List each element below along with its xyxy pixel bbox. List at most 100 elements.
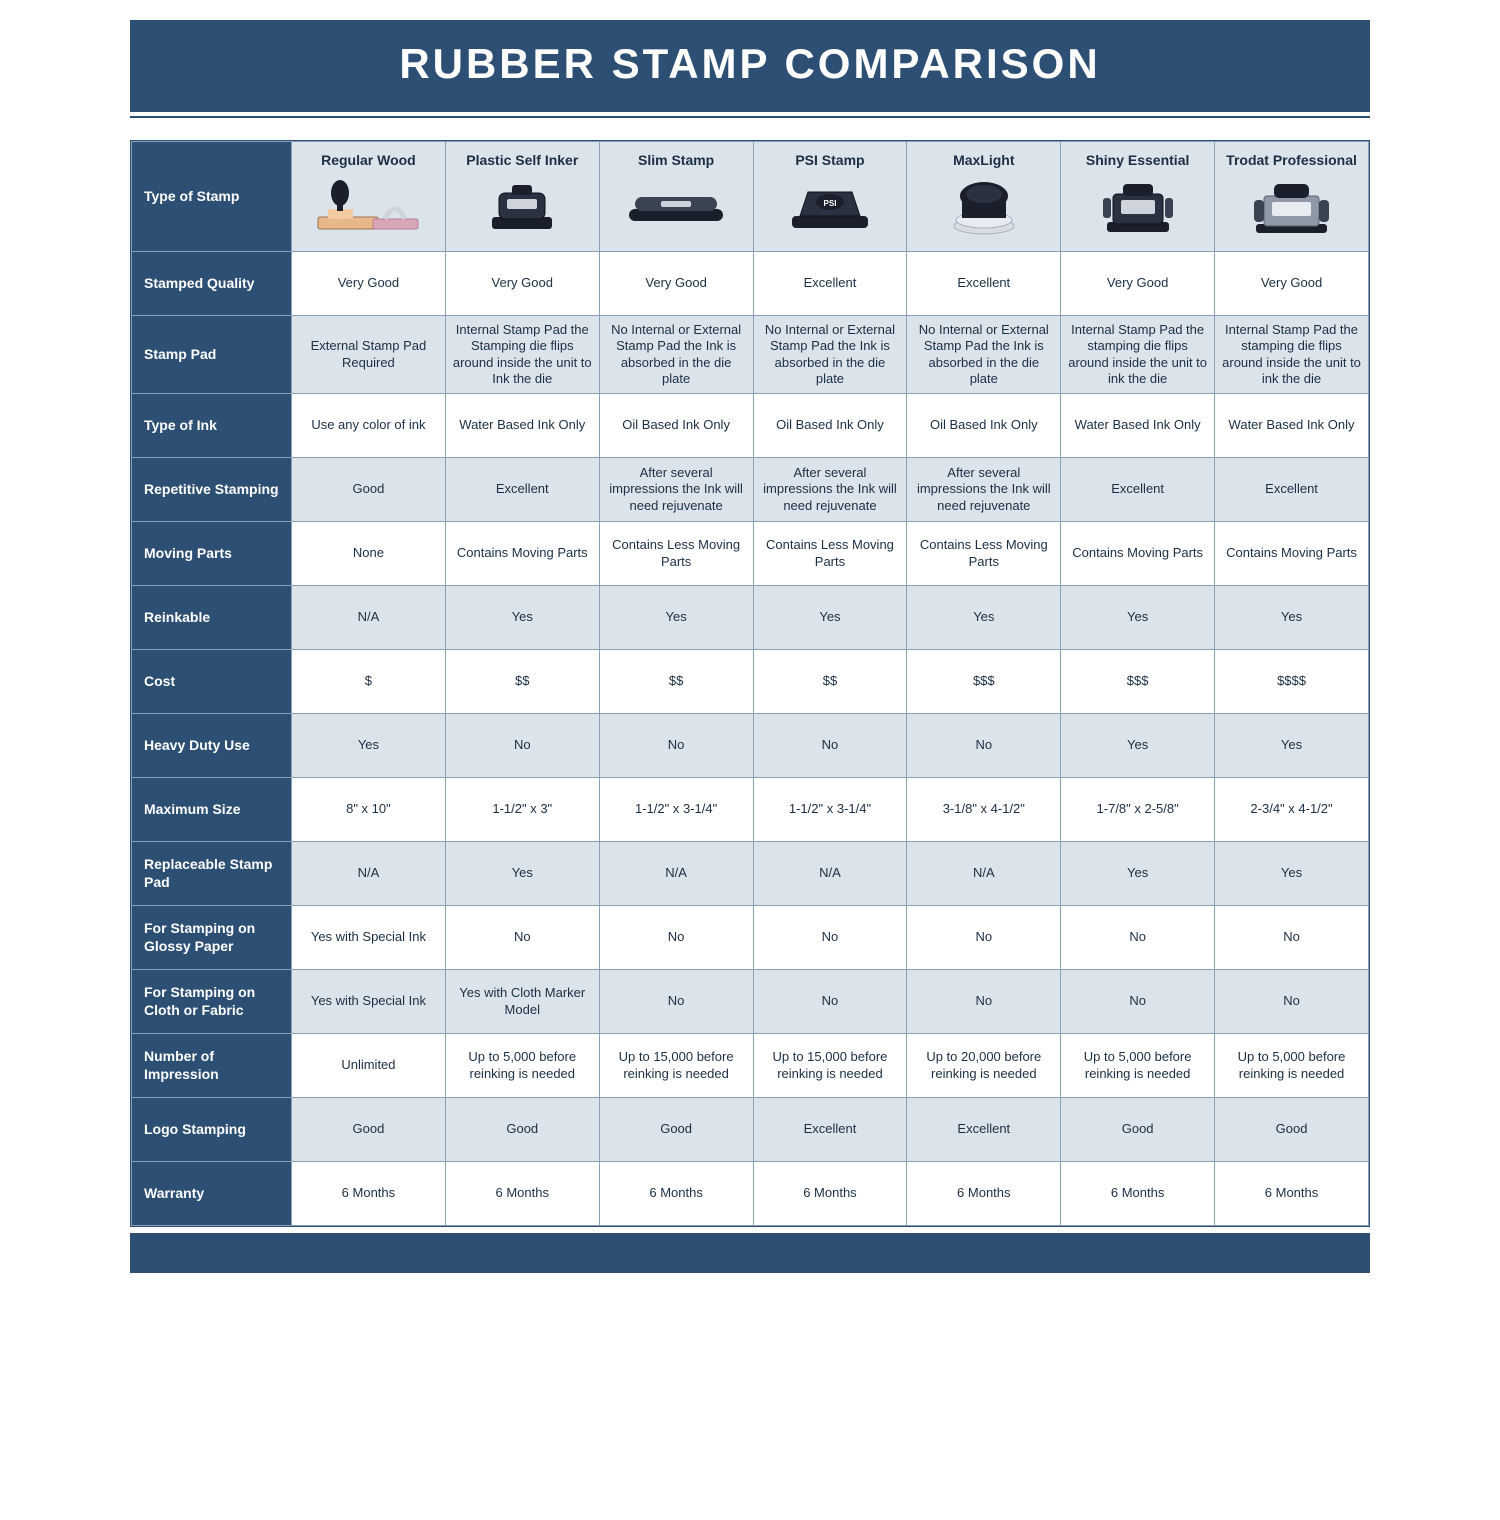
cell: Very Good [1215,252,1369,316]
cell: 1-1/2" x 3" [445,778,599,842]
corner-cell: Type of Stamp [132,142,292,252]
cell: 2-3/4" x 4-1/2" [1215,778,1369,842]
page-title: RUBBER STAMP COMPARISON [130,40,1370,88]
cell: 6 Months [292,1162,446,1226]
cell: Oil Based Ink Only [907,394,1061,458]
cell: None [292,522,446,586]
cell: No Internal or External Stamp Pad the In… [599,316,753,394]
cell: No [1061,906,1215,970]
cell: No [445,714,599,778]
cell: Water Based Ink Only [445,394,599,458]
row-header: Warranty [132,1162,292,1226]
cell: Yes with Special Ink [292,906,446,970]
cell: Up to 15,000 before reinking is needed [753,1034,907,1098]
shiny-essential-icon [1067,178,1208,236]
svg-text:PSI: PSI [824,199,837,208]
cell: Good [292,1098,446,1162]
row-header: For Stamping on Glossy Paper [132,906,292,970]
cell: No [1215,906,1369,970]
cell: 3-1/8" x 4-1/2" [907,778,1061,842]
cell: 8" x 10" [292,778,446,842]
cell: No [445,906,599,970]
cell: $$ [753,650,907,714]
col-label: Regular Wood [321,152,416,168]
cell: Yes [1215,714,1369,778]
cell: Up to 5,000 before reinking is needed [1215,1034,1369,1098]
table-row: Cost$$$$$$$$$$$$$$$$$ [132,650,1369,714]
cell: N/A [907,842,1061,906]
cell: External Stamp Pad Required [292,316,446,394]
table-row: Moving PartsNoneContains Moving PartsCon… [132,522,1369,586]
row-header: Number of Impression [132,1034,292,1098]
cell: Yes [292,714,446,778]
col-label: Slim Stamp [638,152,714,168]
col-label: MaxLight [953,152,1014,168]
cell: No Internal or External Stamp Pad the In… [907,316,1061,394]
cell: 6 Months [1215,1162,1369,1226]
cell: No [753,714,907,778]
cell: No Internal or External Stamp Pad the In… [753,316,907,394]
cell: Good [1215,1098,1369,1162]
table-row: Stamped QualityVery GoodVery GoodVery Go… [132,252,1369,316]
table-row: Heavy Duty UseYesNoNoNoNoYesYes [132,714,1369,778]
cell: $$$$ [1215,650,1369,714]
row-header: Heavy Duty Use [132,714,292,778]
cell: Yes with Special Ink [292,970,446,1034]
row-header: For Stamping on Cloth or Fabric [132,970,292,1034]
row-header: Logo Stamping [132,1098,292,1162]
footer-band [130,1233,1370,1273]
cell: $ [292,650,446,714]
cell: Good [599,1098,753,1162]
cell: $$ [599,650,753,714]
row-header: Stamp Pad [132,316,292,394]
cell: 1-1/2" x 3-1/4" [753,778,907,842]
cell: Very Good [445,252,599,316]
cell: Oil Based Ink Only [753,394,907,458]
row-header: Reinkable [132,586,292,650]
cell: N/A [292,842,446,906]
cell: Very Good [292,252,446,316]
table-row: ReinkableN/AYesYesYesYesYesYes [132,586,1369,650]
cell: Excellent [445,458,599,522]
cell: 6 Months [1061,1162,1215,1226]
cell: Contains Less Moving Parts [907,522,1061,586]
col-label: Trodat Professional [1226,152,1357,168]
cell: Excellent [1215,458,1369,522]
col-label: Plastic Self Inker [466,152,578,168]
cell: After several impressions the Ink will n… [907,458,1061,522]
table-row: Repetitive StampingGoodExcellentAfter se… [132,458,1369,522]
cell: Unlimited [292,1034,446,1098]
cell: Excellent [753,252,907,316]
cell: Yes [1061,842,1215,906]
header-row: Type of Stamp Regular Wood Plastic Self … [132,142,1369,252]
cell: Yes [907,586,1061,650]
title-bar: RUBBER STAMP COMPARISON [130,20,1370,108]
cell: Yes [445,842,599,906]
cell: No [599,714,753,778]
cell: Very Good [599,252,753,316]
cell: Contains Less Moving Parts [599,522,753,586]
cell: Contains Moving Parts [1215,522,1369,586]
comparison-table: Type of Stamp Regular Wood Plastic Self … [131,141,1369,1226]
cell: 6 Months [445,1162,599,1226]
table-row: For Stamping on Glossy PaperYes with Spe… [132,906,1369,970]
cell: Very Good [1061,252,1215,316]
cell: After several impressions the Ink will n… [599,458,753,522]
cell: Yes [1061,586,1215,650]
cell: 6 Months [599,1162,753,1226]
col-header: Slim Stamp [599,142,753,252]
cell: After several impressions the Ink will n… [753,458,907,522]
row-header: Maximum Size [132,778,292,842]
cell: Excellent [907,252,1061,316]
cell: No [753,970,907,1034]
cell: Excellent [753,1098,907,1162]
psi-stamp-icon: PSI [760,178,901,236]
table-row: Number of ImpressionUnlimited Up to 5,000… [132,1034,1369,1098]
maxlight-icon [913,178,1054,236]
cell: No [1215,970,1369,1034]
col-label: PSI Stamp [795,152,864,168]
cell: $$$ [1061,650,1215,714]
cell: No [753,906,907,970]
col-header: Shiny Essential [1061,142,1215,252]
cell: N/A [599,842,753,906]
